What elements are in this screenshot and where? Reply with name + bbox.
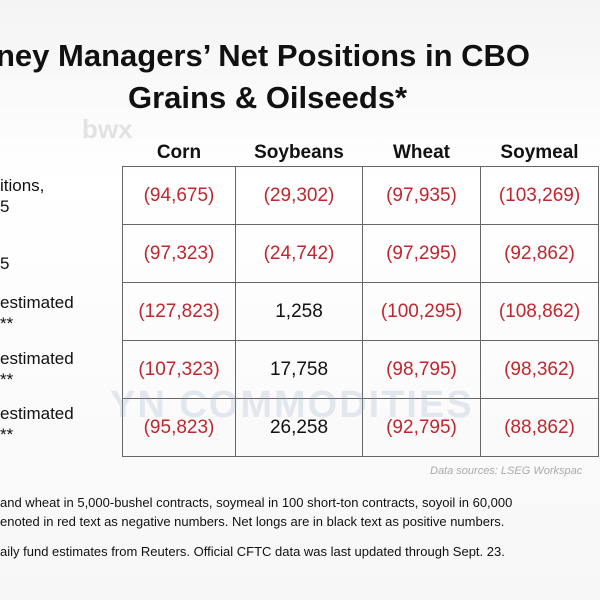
row-label: ** [0, 314, 14, 333]
watermark: bwx [82, 114, 133, 144]
cell: (127,823) [122, 282, 236, 341]
row-label: estimated [0, 349, 74, 368]
cell: (97,295) [362, 224, 481, 283]
cell: (103,269) [480, 166, 599, 225]
column-header: Soymeal [500, 142, 579, 163]
footnote: and wheat in 5,000-bushel contracts, soy… [0, 495, 513, 510]
title-line: ney Managers’ Net Positions in CBO [0, 38, 531, 73]
row-label: ** [0, 425, 14, 444]
title-line: Grains & Oilseeds* [128, 80, 408, 115]
cell: (94,675) [122, 166, 236, 225]
cell: (92,862) [480, 224, 599, 283]
cell: (98,795) [362, 340, 481, 399]
cell: (98,362) [480, 340, 599, 399]
footnote: aily fund estimates from Reuters. Offici… [0, 544, 505, 559]
row-label: ** [0, 370, 14, 389]
table-row: (127,823) 1,258 (100,295) (108,862) [122, 282, 599, 341]
cell: 26,258 [235, 398, 363, 457]
table-row: (107,323) 17,758 (98,795) (98,362) [122, 340, 599, 399]
positions-table: Corn Soybeans Wheat Soymeal (94,675) (29,302)… [122, 140, 599, 457]
cell: (100,295) [362, 282, 481, 341]
cell: (24,742) [235, 224, 363, 283]
row-label: 5 [0, 197, 10, 216]
column-header: Corn [156, 142, 202, 163]
overlay-watermark: YN COMMODITIES [110, 384, 474, 426]
source: Data sources: LSEG Workspac [430, 465, 583, 477]
cell: 1,258 [235, 282, 363, 341]
row-label: 5 [0, 254, 10, 273]
footnote: enoted in red text as negative numbers. … [0, 514, 505, 529]
row-label: estimated [0, 404, 74, 423]
cell: (107,323) [122, 340, 236, 399]
cell: (88,862) [480, 398, 599, 457]
cell: 17,758 [235, 340, 363, 399]
column-header: Wheat [393, 142, 450, 163]
cell: (108,862) [480, 282, 599, 341]
cell: (97,323) [122, 224, 236, 283]
column-header: Soybeans [254, 142, 344, 163]
row-label: itions, [0, 176, 45, 195]
table-row: (94,675) (29,302) (97,935) (103,269) [122, 166, 599, 225]
row-label: estimated [0, 293, 74, 312]
table-row: (95,823) 26,258 (92,795) (88,862) [122, 398, 599, 457]
table-row: (97,323) (24,742) (97,295) (92,862) [122, 224, 599, 283]
cell: (92,795) [362, 398, 481, 457]
cell: (97,935) [362, 166, 481, 225]
cell: (95,823) [122, 398, 236, 457]
cell: (29,302) [235, 166, 363, 225]
